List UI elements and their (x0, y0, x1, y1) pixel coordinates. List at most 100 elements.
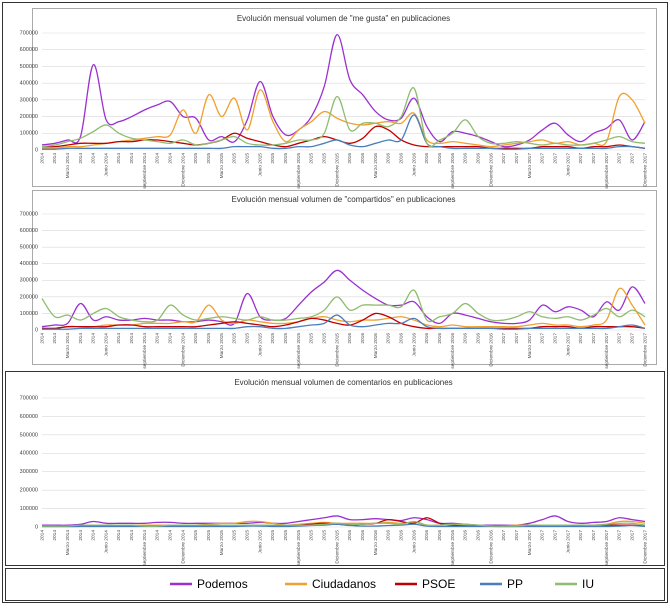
x-tick-label: Marzo 2014 (65, 333, 71, 359)
y-tick-label: 200000 (20, 488, 38, 494)
chart-frame (5, 371, 665, 566)
x-tick-label: Marzo 2015 (219, 153, 225, 179)
x-tick-label: 2015 (245, 530, 251, 541)
x-tick-label: 2017 (629, 530, 635, 541)
x-tick-label: 2015 (270, 333, 276, 344)
y-tick-label: 700000 (20, 211, 38, 217)
chart-title: Evolución mensual volumen de comentarios… (234, 378, 452, 387)
x-tick-label: 2015 (283, 530, 289, 541)
y-tick-label: 100000 (20, 506, 38, 512)
x-tick-label: 2015 (206, 530, 212, 541)
x-tick-label: 2017 (552, 153, 558, 164)
x-tick-label: 2015 (245, 333, 251, 344)
x-tick-label: Marzo 2016 (373, 333, 379, 359)
x-tick-label: 2014 (155, 333, 161, 344)
x-tick-label: Junio 2017 (565, 333, 571, 357)
x-tick-label: 2016 (360, 333, 366, 344)
x-tick-label: 2014 (52, 333, 58, 344)
x-tick-label: Junio 2014 (103, 153, 109, 177)
y-tick-label: 600000 (20, 47, 38, 53)
x-tick-label: Junio 2017 (565, 530, 571, 554)
x-tick-label: 2015 (245, 153, 251, 164)
x-tick-label: 2015 (232, 530, 238, 541)
x-tick-label: 2015 (322, 333, 328, 344)
series-line (41, 89, 646, 150)
x-tick-label: 2014 (39, 530, 45, 541)
x-tick-label: 2016 (463, 530, 469, 541)
x-tick-label: septiembre 2015 (296, 153, 302, 189)
x-tick-label: Marzo 2016 (373, 153, 379, 179)
x-tick-label: Marzo 2017 (527, 153, 533, 179)
x-tick-label: Diciembre 2017 (642, 530, 648, 564)
x-tick-label: 2015 (193, 333, 199, 344)
x-tick-label: 2016 (386, 153, 392, 164)
x-tick-label: 2017 (617, 153, 623, 164)
legend-label: Ciudadanos (312, 577, 376, 591)
x-tick-label: 2015 (193, 153, 199, 164)
x-tick-label: septiembre 2014 (142, 530, 148, 566)
x-tick-label: 2017 (552, 530, 558, 541)
x-tick-label: Marzo 2015 (219, 530, 225, 556)
x-tick-label: Junio 2017 (565, 153, 571, 177)
x-tick-label: 2016 (437, 530, 443, 541)
x-tick-label: 2015 (309, 153, 315, 164)
x-tick-label: 2015 (232, 153, 238, 164)
series-line (41, 34, 646, 148)
x-tick-label: 2017 (514, 530, 520, 541)
x-tick-label: 2015 (270, 153, 276, 164)
series-line (41, 312, 646, 330)
x-tick-label: septiembre 2016 (450, 153, 456, 189)
x-tick-label: 2016 (424, 153, 430, 164)
x-tick-label: 2017 (540, 333, 546, 344)
x-tick-label: septiembre 2017 (604, 153, 610, 189)
x-tick-label: 2014 (39, 153, 45, 164)
x-tick-label: 2014 (168, 333, 174, 344)
x-tick-label: 2015 (283, 153, 289, 164)
x-tick-label: 2016 (437, 333, 443, 344)
x-tick-label: 2016 (347, 153, 353, 164)
x-tick-label: septiembre 2017 (604, 530, 610, 566)
x-tick-label: 2014 (52, 530, 58, 541)
x-tick-label: 2015 (309, 333, 315, 344)
y-tick-label: 100000 (20, 131, 38, 137)
series-line (42, 515, 646, 526)
x-tick-label: 2017 (591, 153, 597, 164)
x-tick-label: 2016 (475, 333, 481, 344)
y-tick-label: 0 (35, 327, 38, 333)
x-tick-label: Marzo 2015 (219, 333, 225, 359)
series-line (41, 269, 646, 328)
y-tick-label: 400000 (20, 451, 38, 457)
x-tick-label: Diciembre 2014 (180, 530, 186, 564)
x-tick-label: 2016 (360, 530, 366, 541)
x-tick-label: 2014 (91, 153, 97, 164)
x-tick-label: 2016 (347, 530, 353, 541)
y-tick-label: 600000 (20, 414, 38, 420)
x-tick-label: Junio 2016 (411, 530, 417, 554)
x-tick-label: Junio 2015 (257, 530, 263, 554)
x-tick-label: 2014 (78, 530, 84, 541)
x-tick-label: 2016 (398, 153, 404, 164)
x-tick-label: 2015 (322, 530, 328, 541)
x-tick-label: Junio 2014 (103, 333, 109, 357)
x-tick-label: Diciembre 2015 (334, 153, 340, 187)
x-tick-label: 2016 (398, 530, 404, 541)
x-tick-label: 2017 (617, 333, 623, 344)
legend-label: PSOE (422, 577, 455, 591)
y-tick-label: 200000 (20, 114, 38, 120)
x-tick-label: 2014 (91, 530, 97, 541)
x-tick-label: Marzo 2014 (65, 153, 71, 179)
x-tick-label: 2017 (514, 153, 520, 164)
x-tick-label: 2014 (168, 153, 174, 164)
x-tick-label: Marzo 2017 (527, 333, 533, 359)
x-tick-label: 2015 (206, 333, 212, 344)
legend-label: Podemos (197, 577, 248, 591)
x-tick-label: 2014 (78, 333, 84, 344)
series-line (41, 314, 646, 330)
x-tick-label: 2017 (514, 333, 520, 344)
x-tick-label: 2017 (501, 530, 507, 541)
x-tick-label: Junio 2015 (257, 153, 263, 177)
x-tick-label: 2016 (360, 153, 366, 164)
y-tick-label: 200000 (20, 294, 38, 300)
y-tick-label: 700000 (20, 30, 38, 36)
